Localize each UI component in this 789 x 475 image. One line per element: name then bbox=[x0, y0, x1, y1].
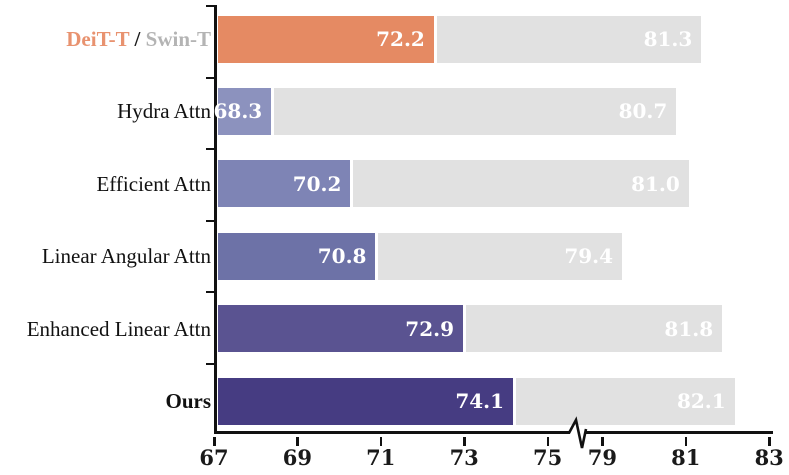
primary-value-label: 74.1 bbox=[455, 389, 505, 413]
y-axis-tick bbox=[206, 219, 214, 222]
category-label: Hydra Attn bbox=[0, 98, 211, 124]
secondary-value-label: 82.1 bbox=[676, 389, 726, 413]
primary-bar: 68.3 bbox=[213, 87, 272, 135]
x-axis-tick bbox=[213, 436, 216, 446]
x-axis-tick bbox=[296, 436, 299, 446]
x-axis-tick bbox=[379, 436, 383, 446]
y-axis-tick bbox=[206, 5, 214, 7]
x-axis-tick bbox=[601, 436, 604, 446]
secondary-bar: 80.7 bbox=[274, 87, 677, 135]
secondary-value-label: 81.8 bbox=[664, 316, 714, 341]
x-axis-tick bbox=[768, 436, 771, 446]
axis-break-icon bbox=[567, 416, 588, 449]
category-label-part: DeiT-T bbox=[66, 27, 130, 51]
y-axis-tick bbox=[206, 363, 214, 365]
category-label-part: Hydra Attn bbox=[117, 99, 211, 124]
secondary-value-label: 81.0 bbox=[631, 171, 680, 196]
secondary-bar: 82.1 bbox=[516, 377, 735, 425]
secondary-bar: 81.0 bbox=[353, 160, 689, 208]
category-label: Enhanced Linear Attn bbox=[0, 316, 211, 342]
secondary-value-label: 79.4 bbox=[564, 244, 614, 269]
primary-value-label: 72.9 bbox=[405, 316, 455, 341]
x-tick-label: 67 bbox=[199, 445, 229, 470]
category-label: Ours bbox=[0, 388, 211, 414]
x-tick-label: 73 bbox=[449, 445, 479, 470]
x-tick-label: 71 bbox=[366, 445, 396, 470]
x-axis-tick bbox=[463, 436, 466, 446]
category-label: Efficient Attn bbox=[0, 171, 211, 197]
primary-bar: 72.2 bbox=[218, 15, 434, 63]
category-label-part: Efficient Attn bbox=[96, 171, 211, 196]
primary-bar: 72.9 bbox=[218, 305, 464, 353]
secondary-value-label: 80.7 bbox=[618, 99, 668, 124]
plot-area bbox=[214, 5, 773, 434]
x-axis-tick bbox=[546, 436, 550, 446]
x-tick-label: 69 bbox=[282, 445, 312, 470]
category-label: DeiT-T / Swin-T bbox=[0, 26, 211, 52]
x-tick-label: 83 bbox=[754, 445, 784, 470]
secondary-bar: 79.4 bbox=[378, 232, 623, 280]
primary-bar: 70.2 bbox=[218, 160, 351, 208]
primary-value-label: 70.2 bbox=[292, 171, 342, 196]
y-axis-tick bbox=[206, 148, 214, 151]
x-tick-label: 79 bbox=[587, 445, 617, 470]
primary-bar: 70.8 bbox=[218, 232, 376, 280]
y-axis-tick bbox=[206, 291, 214, 294]
primary-bar: 74.1 bbox=[218, 377, 514, 425]
x-tick-label: 75 bbox=[532, 445, 563, 470]
secondary-value-label: 81.3 bbox=[643, 27, 693, 51]
category-label-part: Ours bbox=[165, 389, 211, 413]
secondary-bar: 81.3 bbox=[436, 15, 702, 63]
secondary-bar: 81.8 bbox=[466, 305, 723, 353]
primary-value-label: 72.2 bbox=[376, 27, 425, 51]
category-label-part: Enhanced Linear Attn bbox=[26, 316, 211, 341]
x-tick-label: 81 bbox=[671, 445, 701, 470]
x-axis-tick bbox=[684, 436, 688, 446]
category-label-part: / bbox=[129, 27, 146, 51]
y-axis-tick bbox=[206, 76, 214, 79]
primary-value-label: 70.8 bbox=[317, 244, 367, 269]
category-label-part: Linear Angular Attn bbox=[41, 244, 211, 269]
category-label-part: Swin-T bbox=[145, 27, 211, 51]
primary-value-label: 68.3 bbox=[213, 99, 263, 124]
category-label: Linear Angular Attn bbox=[0, 243, 211, 269]
